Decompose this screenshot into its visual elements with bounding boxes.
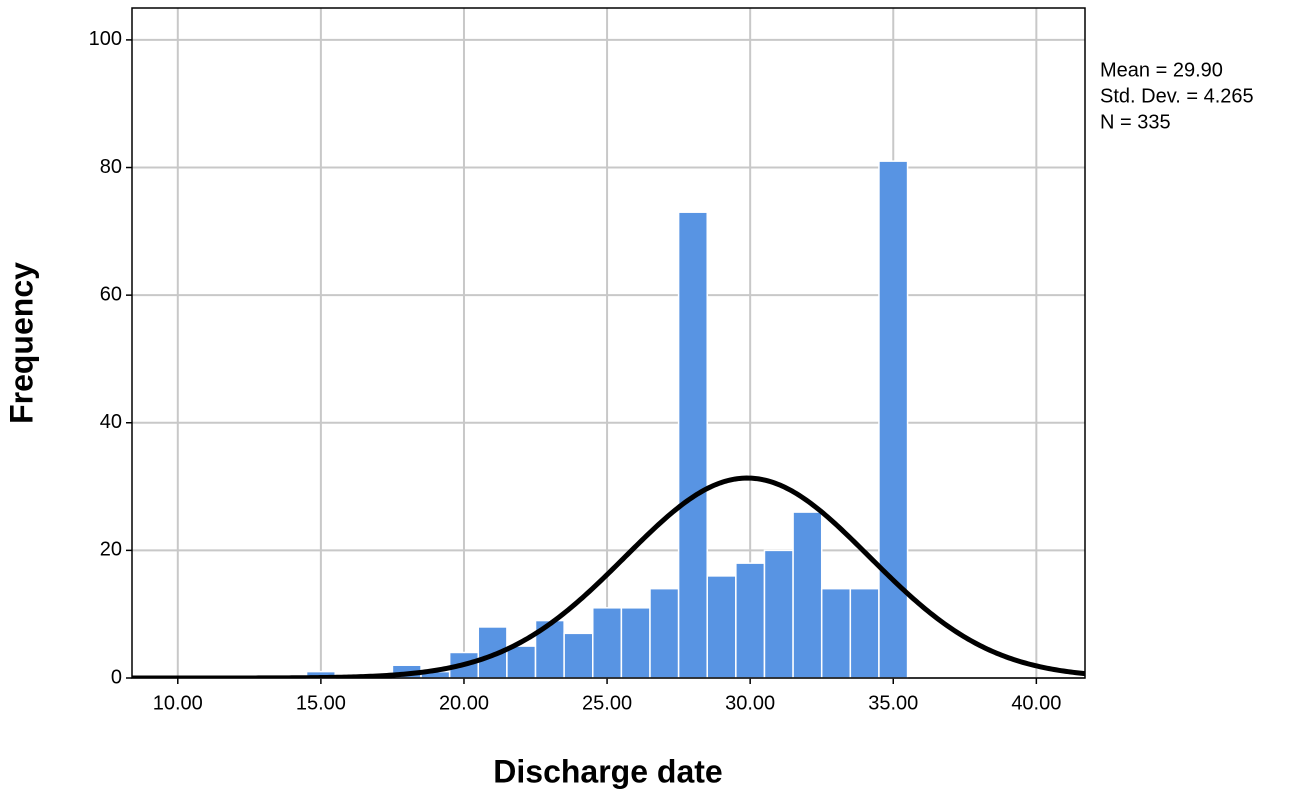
bar [763, 549, 794, 679]
x-tick-label: 25.00 [582, 692, 632, 714]
bar [735, 562, 766, 679]
x-tick-label: 30.00 [725, 692, 775, 714]
x-tick-label: 10.00 [153, 692, 203, 714]
bar [820, 587, 852, 679]
x-tick-label: 40.00 [1011, 692, 1061, 714]
bar [878, 160, 909, 679]
y-tick-label: 0 [111, 666, 122, 688]
stat-annotation: N = 335 [1100, 111, 1171, 133]
y-tick-label: 100 [89, 28, 122, 50]
bar [592, 607, 623, 679]
y-tick-label: 60 [100, 283, 122, 305]
stat-annotation: Std. Dev. = 4.265 [1100, 85, 1254, 107]
bar [620, 607, 651, 679]
plot-frame [131, 7, 1086, 679]
x-tick-label: 20.00 [439, 692, 489, 714]
bar [849, 587, 880, 679]
y-tick-label: 40 [100, 411, 122, 433]
bar [792, 511, 823, 679]
bar [706, 575, 737, 679]
y-tick-label: 20 [100, 539, 122, 561]
y-axis-title: Frequency [3, 262, 39, 424]
y-tick-label: 80 [100, 156, 122, 178]
x-tick-label: 35.00 [868, 692, 918, 714]
bar [563, 632, 594, 679]
x-tick-label: 15.00 [296, 692, 346, 714]
bar [649, 587, 680, 679]
bar [506, 645, 537, 679]
bar [677, 211, 708, 679]
stat-annotation: Mean = 29.90 [1100, 59, 1223, 81]
x-axis-title: Discharge date [493, 753, 722, 789]
